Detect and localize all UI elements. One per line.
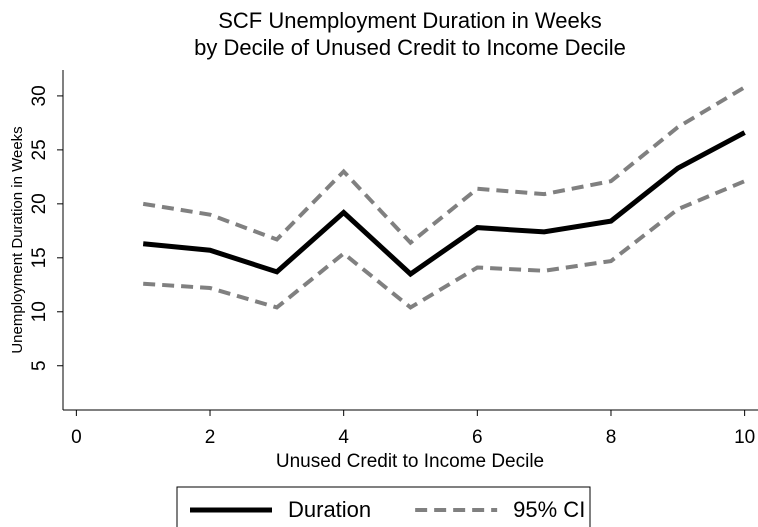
y-tick-label: 15 [29, 247, 50, 268]
x-tick-label: 4 [338, 427, 349, 448]
line-series [143, 179, 746, 310]
x-tick-label: 8 [606, 427, 617, 448]
legend-label: 95% CI [513, 497, 585, 522]
y-tick-label: 20 [29, 193, 50, 214]
legend-box [176, 486, 591, 527]
x-tick-label: 0 [71, 427, 82, 448]
line-series [142, 85, 746, 246]
x-tick-label: 6 [472, 427, 483, 448]
y-tick-label: 5 [29, 360, 50, 371]
legend-label: Duration [288, 497, 371, 522]
y-tick-label: 10 [29, 301, 50, 322]
x-tick-label: 10 [734, 427, 755, 448]
x-tick-label: 2 [205, 427, 216, 448]
line-series [142, 130, 746, 278]
chart-title: SCF Unemployment Duration in Weeks [218, 8, 602, 33]
y-axis-title: Unemployment Duration in Weeks [9, 126, 26, 353]
y-tick-label: 25 [29, 139, 50, 160]
chart-title: by Decile of Unused Credit to Income Dec… [194, 35, 626, 60]
y-tick-label: 30 [29, 85, 50, 106]
x-axis-title: Unused Credit to Income Decile [276, 451, 544, 472]
